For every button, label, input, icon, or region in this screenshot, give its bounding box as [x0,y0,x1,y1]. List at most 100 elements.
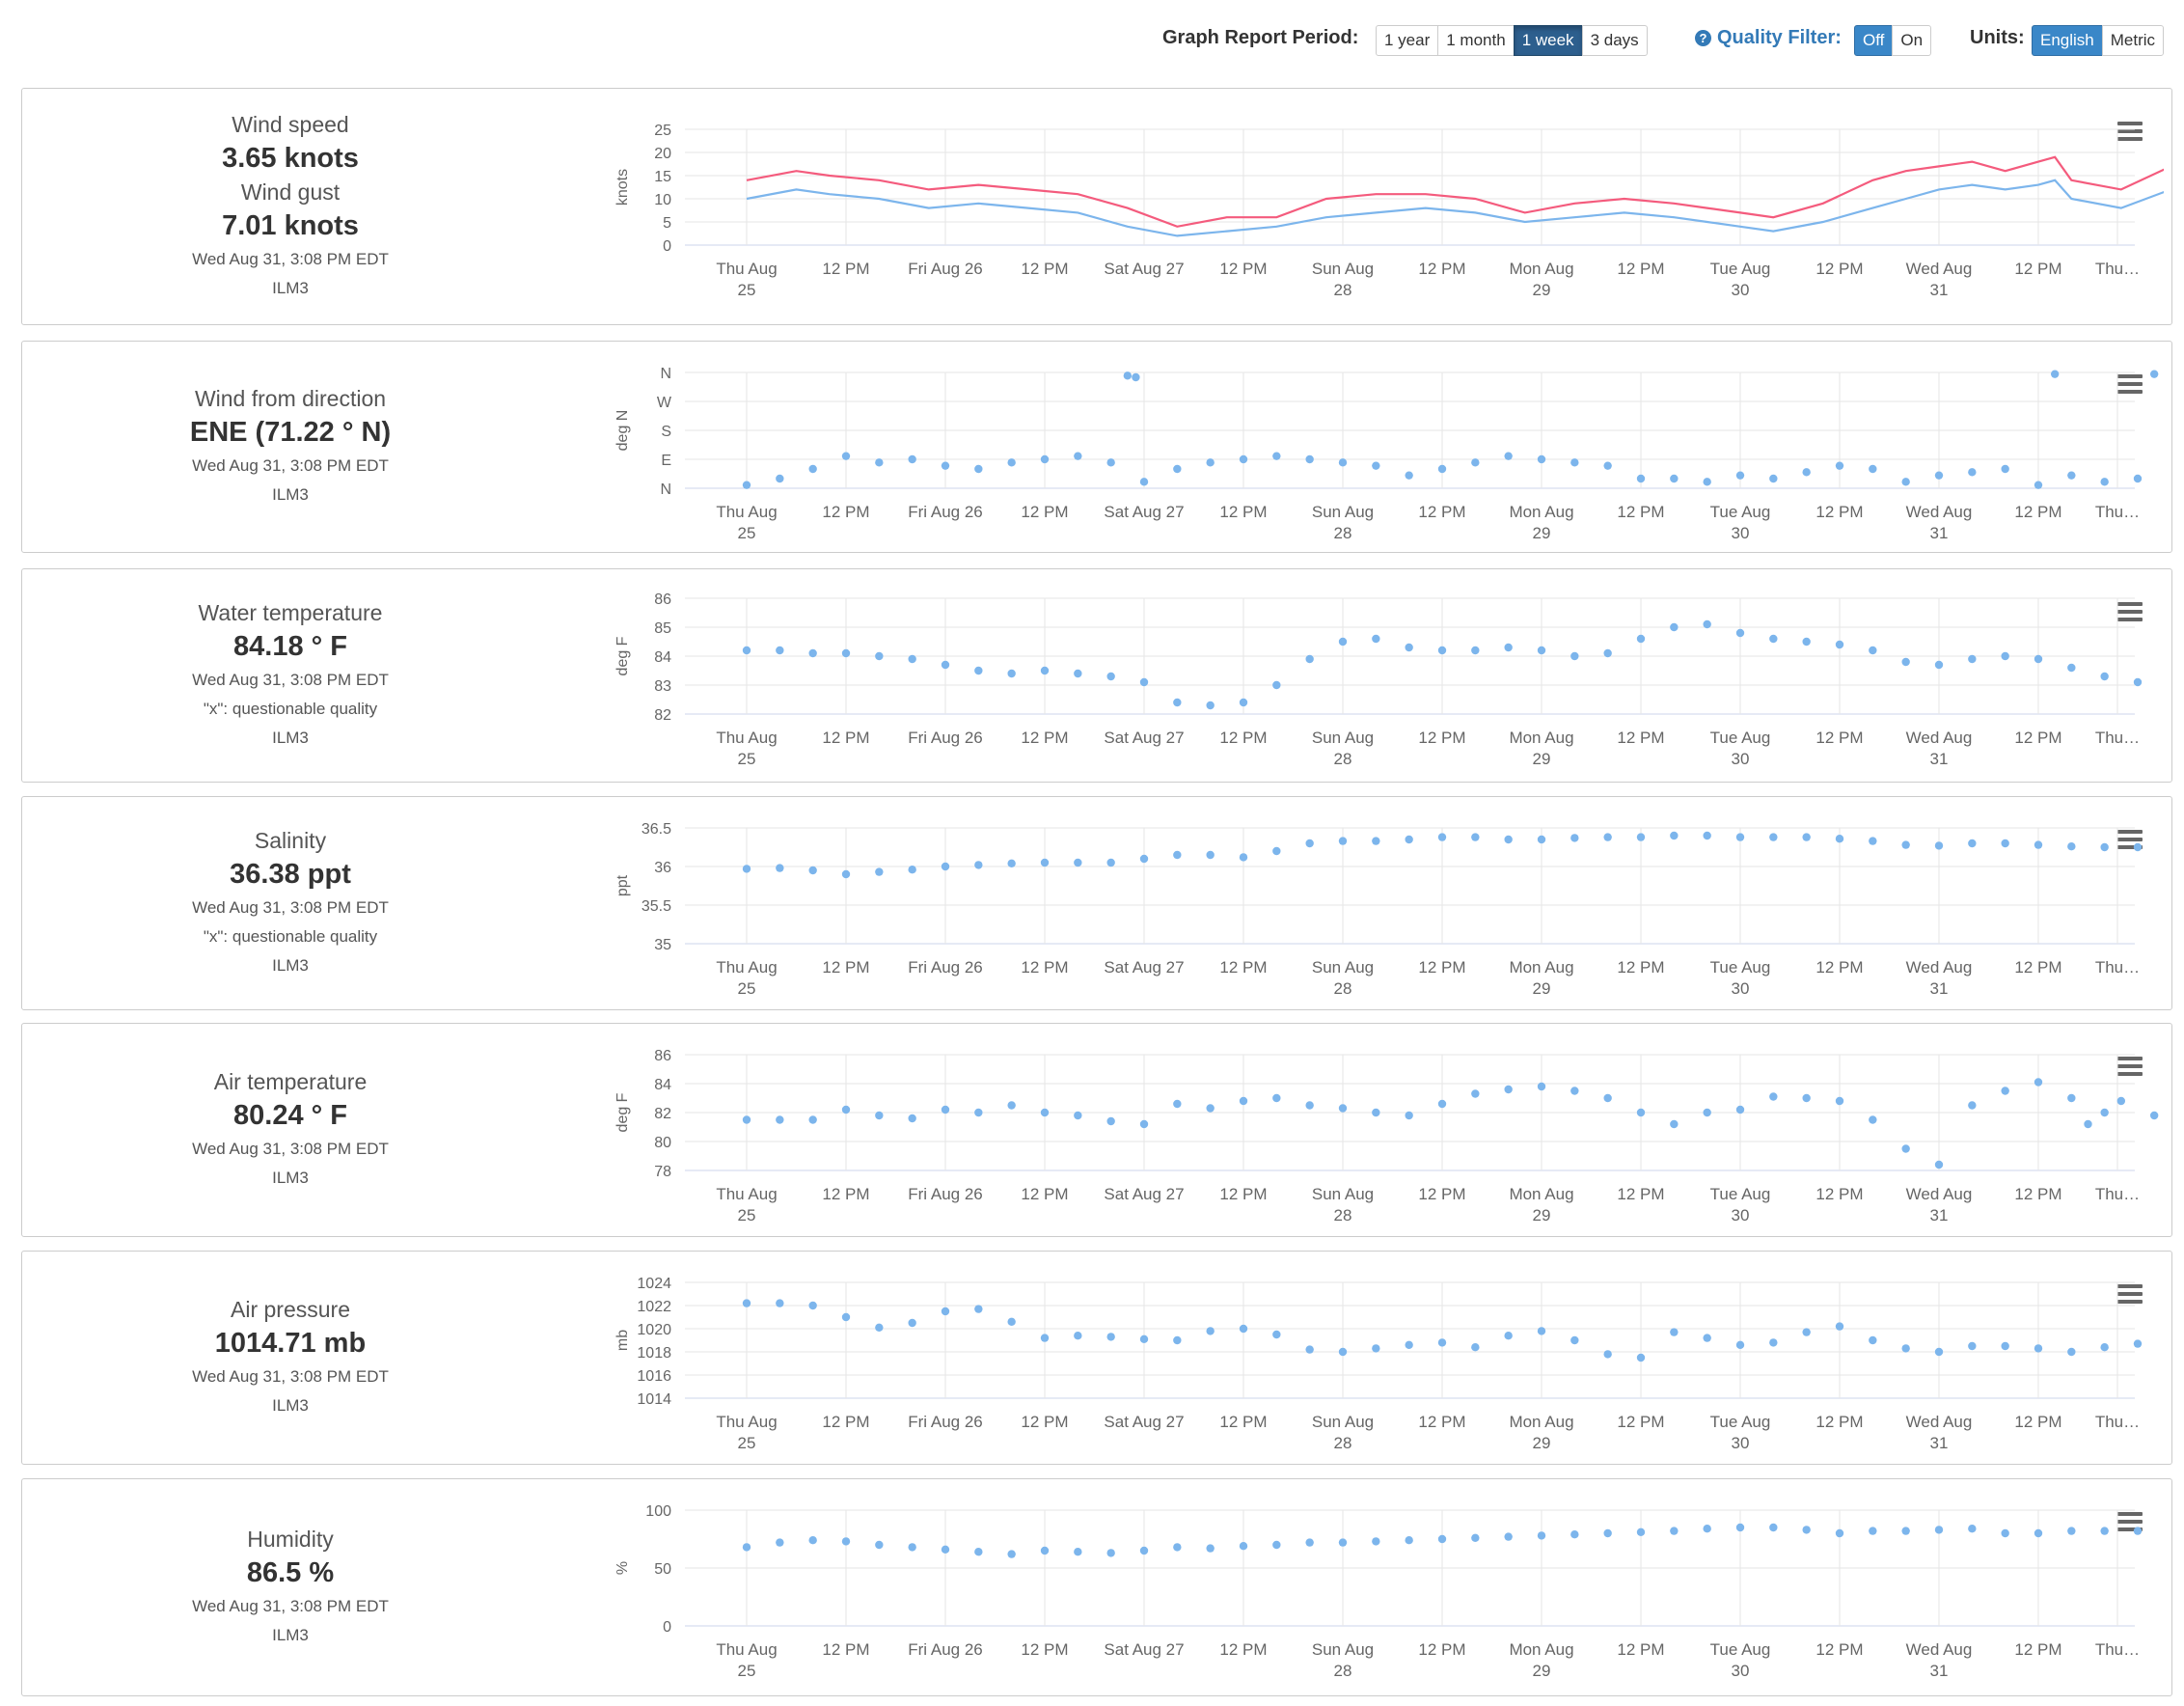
data-point [1372,461,1380,470]
x-tick-label: 12 PM [822,1413,869,1431]
data-point [1007,669,1016,678]
data-point [1206,1327,1215,1335]
data-point [1968,468,1977,477]
data-point [2034,1078,2043,1087]
hamburger-menu-icon[interactable] [2117,374,2143,394]
y-tick-label: 35.5 [642,898,671,915]
panel-info: Humidity 86.5 % Wed Aug 31, 3:08 PM EDT ILM… [22,1479,559,1695]
data-point [1372,1344,1380,1353]
x-tick-label: Thu… [2095,958,2140,977]
data-point [742,865,751,873]
x-tick-label: 12 PM [1617,729,1664,747]
data-point [1437,1338,1447,1347]
x-tick-label: 12 PM [1021,1185,1068,1203]
data-point [1239,454,1248,464]
quality-on-button[interactable]: On [1892,25,1932,56]
x-tick-label: Thu Aug [716,1640,777,1659]
y-tick-label: 10 [654,192,671,208]
units-english-button[interactable]: English [2032,25,2103,56]
hamburger-menu-icon[interactable] [2117,122,2143,141]
y-tick-label: 20 [654,146,671,162]
data-point [1040,858,1050,867]
x-tick-label: 12 PM [1815,1413,1863,1431]
data-point [2133,842,2143,852]
x-tick-label: 12 PM [822,1640,869,1659]
data-point [974,464,983,474]
hamburger-menu-icon[interactable] [2117,1284,2143,1304]
quality-filter-label[interactable]: ? Quality Filter: [1695,27,1842,49]
quality-off-button[interactable]: Off [1854,25,1894,56]
data-point [808,1115,817,1124]
data-point [1703,1334,1711,1342]
y-tick-label: 50 [654,1561,671,1578]
data-point [1769,474,1778,483]
data-point [1968,1341,1977,1351]
x-tick-label: Wed Aug [1906,1640,1973,1659]
y-tick-label: 86 [654,1048,671,1064]
period-3-days-button[interactable]: 3 days [1581,25,1648,56]
data-point [1173,464,1182,474]
period-1-year-button[interactable]: 1 year [1376,25,1439,56]
data-point [1405,643,1413,652]
y-tick-label: 1018 [637,1345,671,1362]
x-tick-label: Thu Aug [716,260,777,278]
data-point [1869,646,1877,655]
x-tick-label: 12 PM [1617,1640,1664,1659]
data-point [1272,846,1281,856]
data-point [742,481,751,489]
panel-info: Wind speed 3.65 knots Wind gust 7.01 knots W… [22,89,559,324]
quality-filter-text: Quality Filter: [1717,27,1842,48]
observation-timestamp: Wed Aug 31, 3:08 PM EDT [192,671,389,689]
y-tick-label: 1014 [637,1391,671,1408]
panel-info: Air pressure 1014.71 mb Wed Aug 31, 3:08 P… [22,1252,559,1464]
x-tick-label-line2: 28 [1334,1206,1352,1224]
x-tick-label: Mon Aug [1509,729,1573,747]
x-tick-label-line2: 29 [1533,750,1551,768]
x-tick-label-line2: 31 [1930,979,1949,998]
data-point [875,867,884,876]
hamburger-menu-icon[interactable] [2117,830,2143,849]
data-point [875,458,884,467]
question-circle-icon[interactable]: ? [1695,30,1711,46]
x-tick-label: 12 PM [1219,1413,1267,1431]
data-point [1570,458,1579,467]
data-point [1869,1335,1877,1345]
data-point [1305,1345,1314,1354]
data-point [1074,1111,1082,1120]
data-point [1206,1104,1215,1113]
x-tick-label-line2: 25 [738,1434,756,1452]
period-1-week-button[interactable]: 1 week [1513,25,1583,56]
data-point [908,454,916,464]
x-tick-label-line2: 31 [1930,750,1949,768]
x-tick-label: 12 PM [1815,729,1863,747]
data-point [2034,481,2043,489]
x-tick-label: 12 PM [1815,503,1863,521]
data-point [875,1540,884,1550]
x-tick-label: Tue Aug [1710,1413,1771,1431]
hamburger-menu-icon[interactable] [2117,1057,2143,1076]
data-point [1206,1544,1215,1553]
parameter-name: Wind speed [232,112,349,137]
data-point [776,1299,784,1307]
units-metric-button[interactable]: Metric [2101,25,2165,56]
x-tick-label: Tue Aug [1710,503,1771,521]
data-point [1372,1537,1380,1546]
hamburger-menu-icon[interactable] [2117,602,2143,621]
data-point [1272,1093,1281,1103]
data-point [1173,1335,1182,1345]
x-tick-label: 12 PM [1418,729,1465,747]
data-point [1901,657,1910,667]
x-tick-label: 12 PM [822,260,869,278]
x-tick-label-line2: 30 [1732,750,1750,768]
data-point [1007,1101,1016,1110]
data-point [1934,841,1944,850]
x-tick-label: Sat Aug 27 [1104,1185,1184,1203]
hamburger-menu-icon[interactable] [2117,1512,2143,1531]
data-point [1703,831,1711,840]
x-tick-label: Fri Aug 26 [908,1640,983,1659]
period-1-month-button[interactable]: 1 month [1437,25,1515,56]
data-point [1603,1350,1612,1359]
data-point [1968,1101,1977,1110]
x-tick-label-line2: 28 [1334,1662,1352,1680]
x-tick-label: 12 PM [1617,503,1664,521]
